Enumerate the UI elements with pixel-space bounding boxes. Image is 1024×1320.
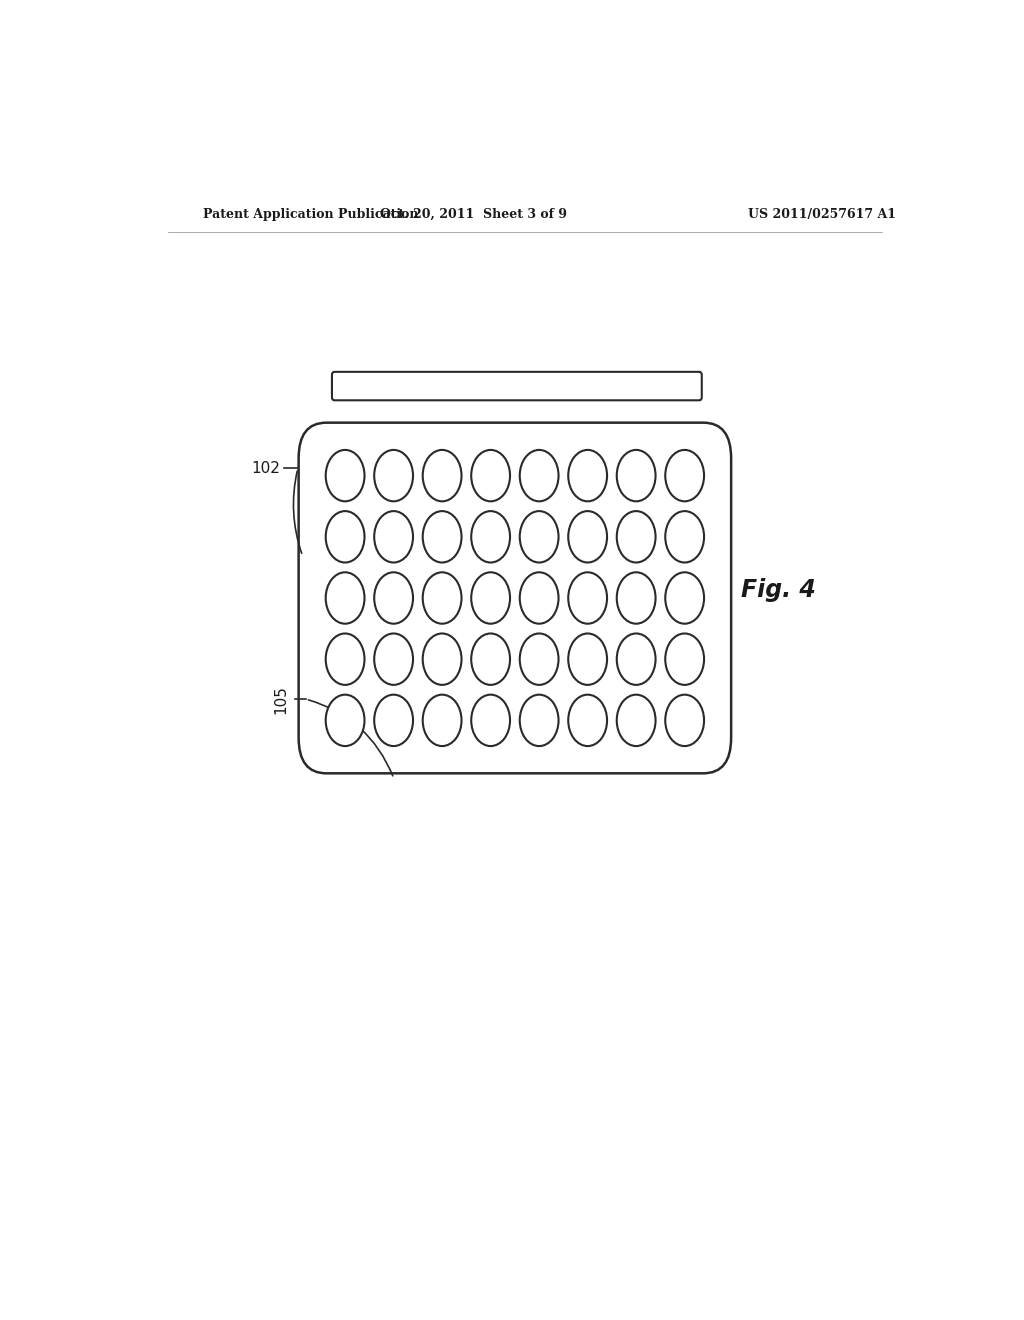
- Text: US 2011/0257617 A1: US 2011/0257617 A1: [749, 207, 896, 220]
- Ellipse shape: [471, 573, 510, 623]
- Ellipse shape: [471, 511, 510, 562]
- Ellipse shape: [374, 511, 413, 562]
- Ellipse shape: [568, 634, 607, 685]
- Ellipse shape: [471, 634, 510, 685]
- Text: Fig. 4: Fig. 4: [741, 578, 816, 602]
- Ellipse shape: [374, 450, 413, 502]
- Ellipse shape: [423, 511, 462, 562]
- Ellipse shape: [520, 573, 558, 623]
- Ellipse shape: [616, 450, 655, 502]
- Ellipse shape: [568, 450, 607, 502]
- Ellipse shape: [666, 694, 705, 746]
- Ellipse shape: [616, 694, 655, 746]
- Ellipse shape: [520, 634, 558, 685]
- Ellipse shape: [423, 634, 462, 685]
- Ellipse shape: [423, 450, 462, 502]
- Ellipse shape: [326, 450, 365, 502]
- Ellipse shape: [326, 511, 365, 562]
- Text: Oct. 20, 2011  Sheet 3 of 9: Oct. 20, 2011 Sheet 3 of 9: [380, 207, 566, 220]
- Ellipse shape: [471, 450, 510, 502]
- Ellipse shape: [423, 573, 462, 623]
- Ellipse shape: [326, 694, 365, 746]
- Ellipse shape: [423, 694, 462, 746]
- Ellipse shape: [374, 694, 413, 746]
- Ellipse shape: [616, 573, 655, 623]
- Ellipse shape: [666, 573, 705, 623]
- FancyBboxPatch shape: [299, 422, 731, 774]
- Text: 105: 105: [272, 685, 288, 714]
- Ellipse shape: [616, 511, 655, 562]
- Ellipse shape: [568, 573, 607, 623]
- Ellipse shape: [326, 573, 365, 623]
- Ellipse shape: [666, 511, 705, 562]
- Ellipse shape: [520, 694, 558, 746]
- Ellipse shape: [471, 694, 510, 746]
- Ellipse shape: [520, 450, 558, 502]
- FancyBboxPatch shape: [332, 372, 701, 400]
- Ellipse shape: [326, 634, 365, 685]
- Ellipse shape: [616, 634, 655, 685]
- Text: Patent Application Publication: Patent Application Publication: [204, 207, 419, 220]
- Ellipse shape: [374, 634, 413, 685]
- Ellipse shape: [520, 511, 558, 562]
- Ellipse shape: [666, 634, 705, 685]
- Text: 102: 102: [252, 461, 281, 477]
- Ellipse shape: [568, 694, 607, 746]
- Ellipse shape: [568, 511, 607, 562]
- Ellipse shape: [374, 573, 413, 623]
- Ellipse shape: [666, 450, 705, 502]
